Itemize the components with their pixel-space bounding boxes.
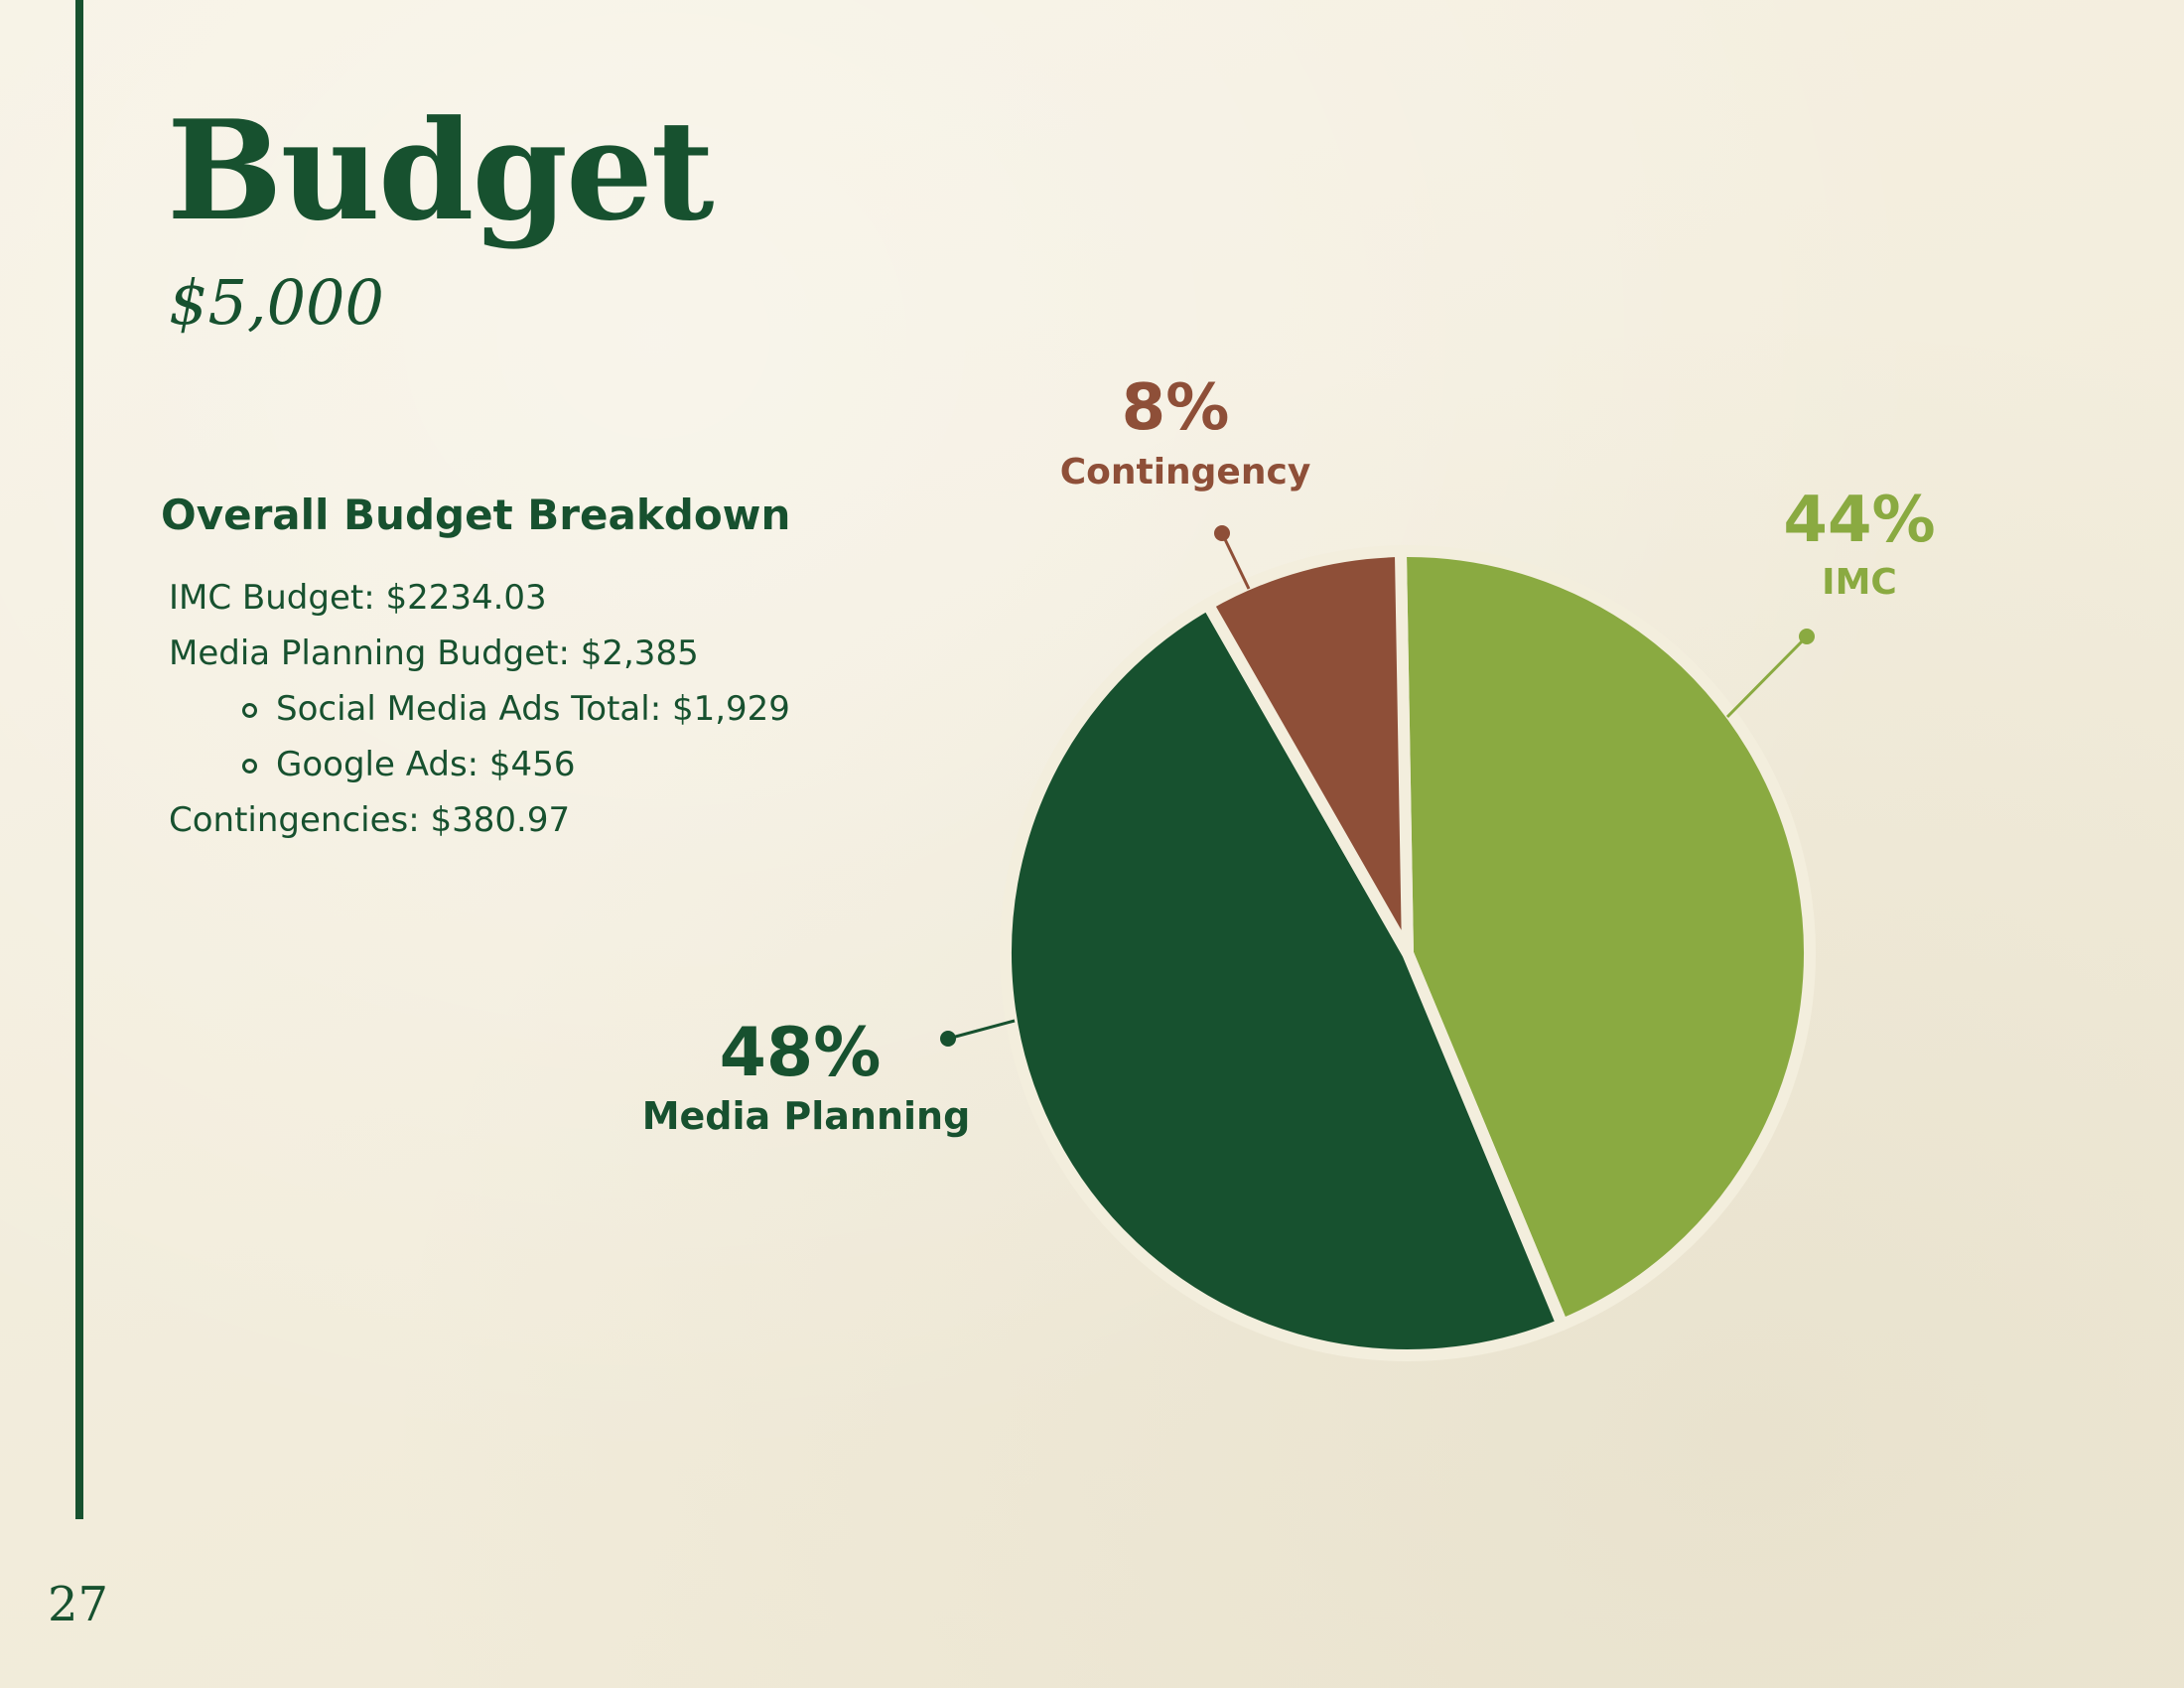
breakdown-list: IMC Budget: $2234.03 Media Planning Budg… [169,570,790,848]
leader-dot-imc [1799,629,1815,644]
pie-slice-contingency [1201,545,1414,959]
breakdown-item-media-planning: Media Planning Budget: $2,385 [169,633,699,673]
leader-line-contingency [1220,532,1251,590]
slice-label-media-planning: Media Planning [642,1094,971,1138]
leader-dot-media-planning [940,1031,956,1047]
side-rule [75,0,83,1519]
slice-label-imc: IMC [1822,562,1897,603]
page-number: 27 [48,1577,109,1632]
leader-line-imc [1725,634,1809,719]
percent-label-media-planning: 48% [720,1014,882,1092]
breakdown-subitem-social-media: Social Media Ads Total: $1,929 [169,681,790,737]
leader-line-media-planning [947,1019,1016,1041]
breakdown-item-imc: IMC Budget: $2234.03 [169,578,547,618]
leader-dot-contingency [1214,525,1230,541]
breakdown-subitem-google-ads: Google Ads: $456 [169,737,790,792]
pie-slice-media-planning [1000,598,1569,1361]
total-budget: $5,000 [169,266,384,339]
percent-label-imc: 44% [1783,484,1935,557]
page-title: Budget [167,89,715,251]
slice-label-contingency: Contingency [1060,452,1311,492]
breakdown-heading: Overall Budget Breakdown [161,491,791,539]
percent-label-contingency: 8% [1122,371,1230,445]
pie-slice-imc [1394,545,1816,1331]
breakdown-item-contingencies: Contingencies: $380.97 [169,800,571,840]
